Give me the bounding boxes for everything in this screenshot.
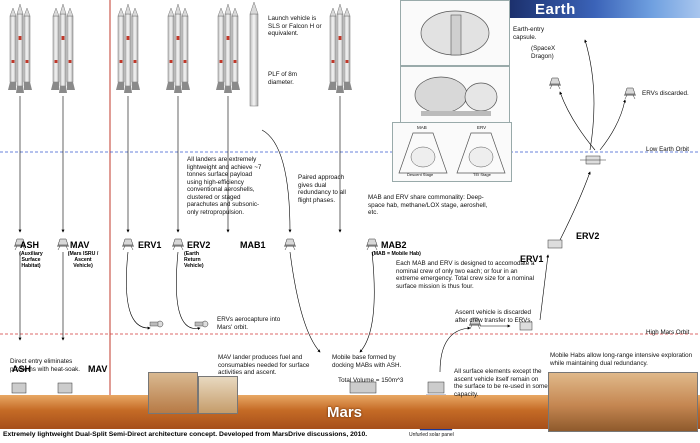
mav-lander-photo <box>148 372 198 414</box>
label-mav-surface: MAV <box>88 364 108 374</box>
plf-rocket <box>249 13 259 107</box>
label-mav-sub: (Mars ISRU / Ascent Vehicle) <box>67 251 99 269</box>
note-direct-entry: Direct entry eliminates problems with he… <box>10 358 80 373</box>
earth-band <box>508 0 700 18</box>
low-earth-orbit-label: Low Earth Orbit <box>646 146 689 153</box>
note-paired: Paired approach gives dual redundancy to… <box>298 174 346 204</box>
surface-photo <box>198 376 238 414</box>
launch-vehicle-erv2 <box>165 3 191 94</box>
label-erv1-right: ERV1 <box>520 254 544 264</box>
erv-orbit-craft <box>149 320 209 328</box>
label-ash-sub: (Auxiliary Surface Habitat) <box>19 251 43 269</box>
launch-vehicle-ash <box>7 3 33 94</box>
earth-title: Earth <box>535 1 576 18</box>
note-mobile-base: Mobile base formed by docking MABs with … <box>332 354 402 369</box>
label-erv2-right: ERV2 <box>576 231 600 241</box>
panel-label-erv: ERV <box>477 125 487 130</box>
launch-vehicle-mab1 <box>215 3 241 94</box>
mars-title: Mars <box>327 404 363 421</box>
note-landers: All landers are extremely lightweight an… <box>187 156 262 216</box>
launch-vehicle-erv1 <box>115 3 141 94</box>
label-erv1: ERV1 <box>138 240 162 250</box>
label-mab2: MAB2 <box>381 240 407 250</box>
label-ash: ASH <box>20 240 40 250</box>
label-erv2-sub: (Earth Return Vehicle) <box>184 251 204 269</box>
high-mars-orbit-label: High Mars Orbit <box>646 329 690 336</box>
label-mab1: MAB1 <box>240 240 266 250</box>
launch-vehicle-mab2 <box>327 3 353 94</box>
note-spacex-dragon: (SpaceX Dragon) <box>531 45 556 60</box>
note-mobile-habs: Mobile Habs allow long-range intensive e… <box>550 352 693 367</box>
label-erv2: ERV2 <box>187 240 211 250</box>
note-commonality: MAB and ERV share commonality: Deep-spac… <box>368 194 488 217</box>
note-earth-entry: Earth-entry capsule. <box>513 26 545 41</box>
note-surface-elements: All surface elements except the ascent v… <box>454 368 548 398</box>
note-mav-lander: MAV lander produces fuel and consumables… <box>218 354 310 377</box>
note-aerocapture: ERVs aerocapture into Mars' orbit. <box>217 316 281 331</box>
note-plf: PLF of 8m diameter. <box>268 71 298 86</box>
label-ash-surface: ASH <box>12 364 32 374</box>
note-solar-panel: Unfurled solar panel <box>409 432 454 438</box>
note-ascent-discarded: Ascent vehicle is discarded after crew t… <box>455 309 533 324</box>
figure-caption: Extremely lightweight Dual-Split Semi-Di… <box>3 431 368 438</box>
erv-return-craft <box>519 155 606 331</box>
hab-sketch-top <box>400 0 510 66</box>
surface-landers <box>11 381 445 394</box>
note-ervs-discarded: ERVs discarded. <box>642 90 689 97</box>
mab-erv-comparison: MAB ERV Descent Stage TEI Stage <box>392 122 512 182</box>
panel-label-tei: TEI Stage <box>473 172 491 177</box>
note-total-volume: Total Volume = 150m^3 <box>338 377 404 384</box>
hab-sketch-middle <box>400 66 510 124</box>
panel-label-descent: Descent Stage <box>407 172 434 177</box>
mobile-hab-photo <box>548 372 698 432</box>
note-mab-crew: Each MAB and ERV is designed to accomoda… <box>396 260 535 290</box>
label-mab2-sub: (MAB = Mobile Hab) <box>372 251 421 257</box>
launch-vehicle-mav <box>50 3 76 94</box>
note-launch-vehicle: Launch vehicle is SLS or Falcon H or equ… <box>268 15 322 38</box>
label-mav: MAV <box>70 240 90 250</box>
panel-label-mab: MAB <box>417 125 427 130</box>
